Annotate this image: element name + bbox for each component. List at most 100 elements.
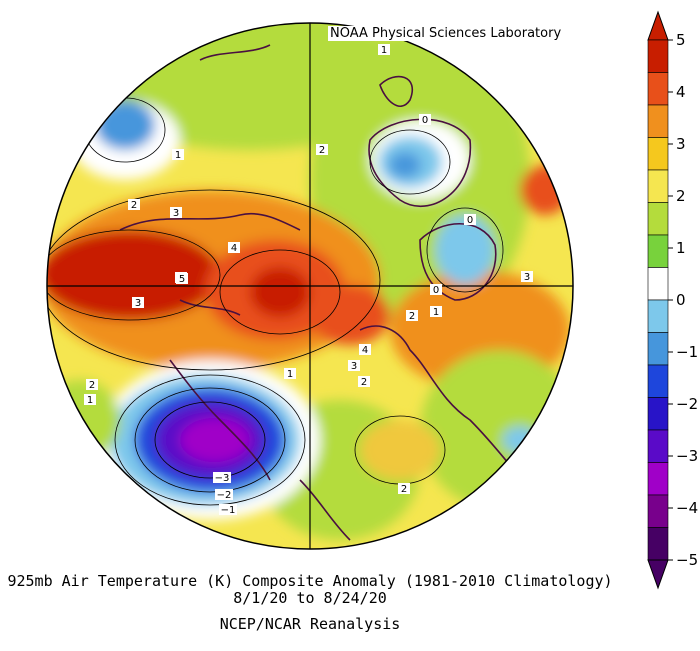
contour-label: −2 bbox=[217, 490, 232, 501]
anomaly-field bbox=[47, 23, 573, 549]
contour-label-bg bbox=[419, 114, 431, 125]
contour-label: 2 bbox=[409, 311, 415, 322]
contour-label-bg bbox=[172, 149, 184, 160]
colorbar-swatch bbox=[647, 299, 669, 333]
contour-label-bg bbox=[176, 273, 188, 284]
contour-label: −3 bbox=[215, 473, 230, 484]
contour-label-bg bbox=[348, 360, 360, 371]
contour-label: 4 bbox=[231, 243, 237, 254]
contour-label-bg bbox=[128, 199, 140, 210]
contour-label-bg bbox=[430, 284, 442, 295]
colorbar-swatch bbox=[647, 137, 669, 171]
colorbar-tick-label: −1 bbox=[676, 343, 698, 361]
contour-label-bg bbox=[359, 344, 371, 355]
contour-label: 5 bbox=[179, 274, 185, 285]
region-green-west-edge bbox=[47, 380, 120, 460]
contour-label: 3 bbox=[351, 361, 357, 372]
contour-label-bg bbox=[521, 271, 533, 282]
contour-label-bg bbox=[430, 306, 442, 317]
region-cold-northwest bbox=[95, 100, 155, 150]
contour-label: 4 bbox=[362, 345, 368, 356]
colorbar-swatch bbox=[647, 527, 669, 561]
contour-label: 1 bbox=[175, 150, 181, 161]
region-warm-east-edge bbox=[520, 165, 570, 215]
region-red-center bbox=[250, 267, 310, 317]
contour-label-bg bbox=[406, 310, 418, 321]
colorbar-tick-label: −3 bbox=[676, 447, 698, 465]
colorbar-arrow-top bbox=[647, 10, 669, 41]
colorbar-tick-label: −5 bbox=[676, 551, 698, 569]
contour-label-bg bbox=[215, 489, 233, 500]
colorbar-swatch bbox=[647, 267, 669, 301]
contour-label-bg bbox=[464, 214, 476, 225]
contour-label-bg bbox=[358, 376, 370, 387]
contour-label: 3 bbox=[524, 272, 530, 283]
date-range: 8/1/20 to 8/24/20 bbox=[233, 589, 387, 607]
contour-label-bg bbox=[316, 144, 328, 155]
data-source: NCEP/NCAR Reanalysis bbox=[219, 615, 401, 633]
colorbar-swatch bbox=[647, 494, 669, 528]
contour-label-bg bbox=[213, 472, 231, 483]
colorbar-swatch bbox=[647, 332, 669, 366]
colorbar-arrow-bottom bbox=[647, 559, 669, 590]
contour-label: 0 bbox=[433, 285, 439, 296]
colorbar-tick-label: 1 bbox=[676, 239, 686, 257]
contour-label-bg bbox=[132, 297, 144, 308]
contour-label-bg bbox=[219, 504, 237, 515]
contour-label-bg bbox=[284, 368, 296, 379]
colorbar-tick-label: 4 bbox=[676, 83, 686, 101]
contour-label: 0 bbox=[467, 215, 473, 226]
contour-label: 2 bbox=[361, 377, 367, 388]
contour-label-bg bbox=[228, 242, 240, 253]
anomaly-regions bbox=[47, 23, 573, 540]
map-boundary bbox=[46, 22, 574, 550]
contour-label: 3 bbox=[135, 298, 141, 309]
contour-label: 2 bbox=[131, 200, 137, 211]
colorbar-swatch bbox=[647, 72, 669, 106]
region-redorange-east bbox=[310, 285, 390, 345]
colorbar-swatch bbox=[647, 169, 669, 203]
contour-label: 1 bbox=[381, 45, 387, 56]
colorbar-tick-label: 0 bbox=[676, 291, 686, 309]
colorbar-swatch bbox=[647, 104, 669, 138]
region-cold-scandinavia bbox=[435, 215, 495, 285]
contour-label: 2 bbox=[89, 380, 95, 391]
colorbar-swatch bbox=[647, 39, 669, 73]
colorbar-tick-label: −2 bbox=[676, 395, 698, 413]
contour-label: 1 bbox=[87, 395, 93, 406]
colorbar-tick-label: 5 bbox=[676, 31, 686, 49]
region-red-west bbox=[47, 230, 220, 320]
contour-label: 1 bbox=[433, 307, 439, 318]
colorbar-tick-label: 2 bbox=[676, 187, 686, 205]
colorbar-swatch bbox=[647, 397, 669, 431]
contour-label-bg bbox=[398, 483, 410, 494]
coastlines bbox=[119, 44, 541, 541]
contour-label-bg bbox=[86, 379, 98, 390]
colorbar-tick-label: 3 bbox=[676, 135, 686, 153]
contour-label: 3 bbox=[173, 208, 179, 219]
contour-label: 0 bbox=[422, 115, 428, 126]
region-yellow-south bbox=[360, 420, 440, 480]
colorbar: 5 4 3 2 1 0 −1 −2 −3 −4 −5 bbox=[647, 10, 698, 590]
region-cold-4 bbox=[180, 418, 250, 462]
map-title: 925mb Air Temperature (K) Composite Anom… bbox=[7, 572, 613, 590]
colorbar-swatch bbox=[647, 429, 669, 463]
contour-label-bg bbox=[170, 207, 182, 218]
region-green-southeast bbox=[420, 350, 573, 510]
region-cold-east-edge bbox=[502, 426, 538, 454]
contour-label: −1 bbox=[221, 505, 236, 516]
credit-label: NOAA Physical Sciences Laboratory bbox=[328, 26, 564, 41]
colorbar-tick-label: −4 bbox=[676, 499, 698, 517]
colorbar-swatch bbox=[647, 364, 669, 398]
contour-label-bg bbox=[84, 394, 96, 405]
colorbar-swatch bbox=[647, 202, 669, 236]
colorbar-swatch bbox=[647, 234, 669, 268]
region-cold-greenland-core bbox=[389, 152, 421, 178]
contour-label: 2 bbox=[401, 484, 407, 495]
contour-label: 1 bbox=[287, 369, 293, 380]
colorbar-swatch bbox=[647, 462, 669, 496]
contour-label-bg bbox=[378, 44, 390, 55]
contour-label: 2 bbox=[319, 145, 325, 156]
